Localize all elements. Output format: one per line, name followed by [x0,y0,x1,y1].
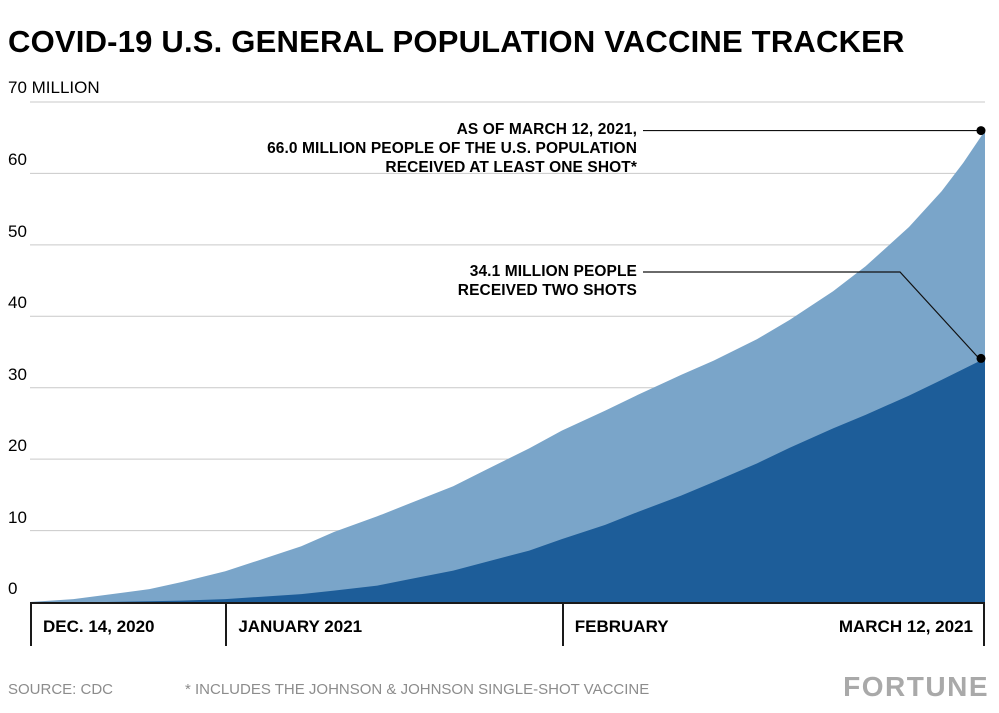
x-axis: DEC. 14, 2020 JANUARY 2021 FEBRUARY MARCH 1… [30,602,985,649]
annotation-line: 66.0 MILLION PEOPLE OF THE U.S. POPULATI… [267,140,637,157]
endpoint-dot-two-shots [976,353,986,363]
x-tick-mark [225,604,228,646]
vaccine-area-chart: 60 50 40 30 20 10 0 AS OF MARCH 12, 2021, 66.0… [8,101,986,602]
x-tick-mark [30,604,32,646]
fortune-logo: FORTUNE [843,671,989,702]
x-tick-mark [983,604,985,646]
annotation-line: AS OF MARCH 12, 2021, [456,121,637,138]
x-tick-mark [561,604,564,646]
y-tick-label: 60 [8,150,27,170]
chart-plot-svg [30,101,986,602]
annotation-line: RECEIVED TWO SHOTS [457,282,637,299]
annotation-line: 34.1 MILLION PEOPLE [469,263,637,280]
y-tick-label: 50 [8,221,27,241]
endpoint-dot-one-shot [976,126,986,136]
leader-line-two-shots [643,271,980,359]
y-tick-label: 10 [8,507,27,527]
x-tick-label: JANUARY 2021 [238,617,363,636]
annotation-one-shot: AS OF MARCH 12, 2021, 66.0 MILLION PEOPL… [267,120,637,177]
x-tick-label: FEBRUARY [574,617,669,636]
y-tick-label: 40 [8,293,27,313]
footer: SOURCE: CDC * INCLUDES THE JOHNSON & JOH… [0,669,999,713]
page-title: COVID-19 U.S. GENERAL POPULATION VACCINE… [8,24,905,59]
area-two-shots [30,358,985,602]
y-tick-label: 0 [8,579,18,598]
footnote-jnj: * INCLUDES THE JOHNSON & JOHNSON SINGLE-… [185,681,650,698]
y-tick-label: 20 [8,436,27,456]
source-credit: SOURCE: CDC [8,681,114,698]
annotation-line: RECEIVED AT LEAST ONE SHOT* [385,159,637,176]
x-tick-label: DEC. 14, 2020 [43,617,155,636]
x-tick-label: MARCH 12, 2021 [838,617,973,636]
annotation-two-shots: 34.1 MILLION PEOPLE RECEIVED TWO SHOTS [458,262,637,300]
y-tick-label: 30 [8,364,27,384]
y-axis-top-label: 70 MILLION [8,78,100,97]
